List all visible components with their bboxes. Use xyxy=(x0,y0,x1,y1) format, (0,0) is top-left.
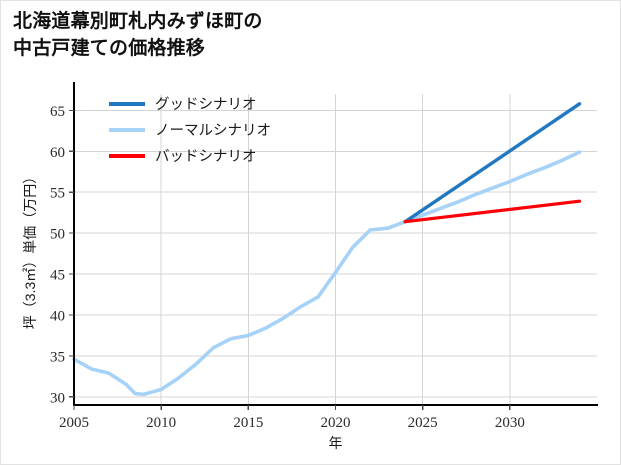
x-axis-title: 年 xyxy=(329,435,343,451)
legend-label-ノーマルシナリオ: ノーマルシナリオ xyxy=(155,123,271,139)
y-tick-label: 35 xyxy=(50,349,65,365)
series-line-ノーマルシナリオ xyxy=(72,150,582,397)
legend-label-バッドシナリオ: バッドシナリオ xyxy=(155,149,257,165)
y-tick-label: 55 xyxy=(50,186,65,202)
y-tick-label: 30 xyxy=(50,390,65,406)
x-tick-label: 2010 xyxy=(146,415,176,431)
legend-label-グッドシナリオ: グッドシナリオ xyxy=(155,96,257,113)
series-line-グッドシナリオ xyxy=(403,102,582,224)
x-tick-label: 2030 xyxy=(495,415,525,431)
x-tick-label: 2005 xyxy=(59,415,89,431)
page-title: 北海道幕別町札内みずほ町の 中古戸建ての価格推移 xyxy=(13,11,263,59)
y-tick-label: 60 xyxy=(50,145,65,161)
y-tick-label: 45 xyxy=(50,268,65,284)
x-tick-label: 2015 xyxy=(233,415,263,431)
y-tick-label: 65 xyxy=(50,104,65,120)
x-tick-label: 2025 xyxy=(408,415,438,431)
y-axis-title: 坪（3.3㎡）単価（万円） xyxy=(22,170,38,329)
x-tick-label: 2020 xyxy=(321,415,351,431)
y-tick-label: 50 xyxy=(50,227,65,243)
series-line-バッドシナリオ xyxy=(403,199,582,224)
y-tick-label: 40 xyxy=(50,308,65,324)
